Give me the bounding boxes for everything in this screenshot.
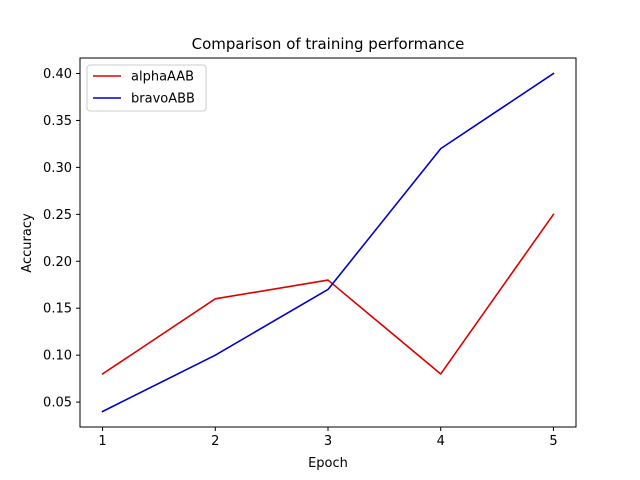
legend-label: alphaAAB [131, 70, 194, 85]
x-tick-label: 1 [98, 434, 106, 449]
series-line-alphaAAB [101, 213, 555, 376]
y-axis-ticks: 0.05 0.10 0.15 0.20 0.25 0.30 0.35 0.40 [43, 67, 80, 411]
y-tick-label: 0.20 [43, 255, 72, 270]
legend: alphaAAB bravoABB [86, 64, 207, 112]
legend-label: bravoABB [131, 92, 195, 107]
y-tick-label: 0.10 [43, 349, 72, 364]
x-tick-label: 5 [549, 434, 557, 449]
plot-area [79, 57, 577, 428]
x-tick-label: 4 [437, 434, 445, 449]
y-tick-label: 0.15 [43, 302, 72, 317]
x-axis-label: Epoch [308, 456, 348, 471]
y-tick-label: 0.35 [43, 114, 72, 129]
series-line-bravoABB [101, 72, 555, 413]
x-axis-ticks: 1 2 3 4 5 [98, 427, 558, 449]
x-tick-label: 3 [324, 434, 332, 449]
y-tick-label: 0.05 [43, 396, 72, 411]
x-tick-label: 2 [211, 434, 219, 449]
y-axis-label: Accuracy [20, 213, 35, 273]
y-tick-label: 0.40 [43, 67, 72, 82]
y-tick-label: 0.30 [43, 161, 72, 176]
y-tick-label: 0.25 [43, 208, 72, 223]
series-lines [101, 72, 555, 413]
chart-title: Comparison of training performance [192, 35, 465, 53]
